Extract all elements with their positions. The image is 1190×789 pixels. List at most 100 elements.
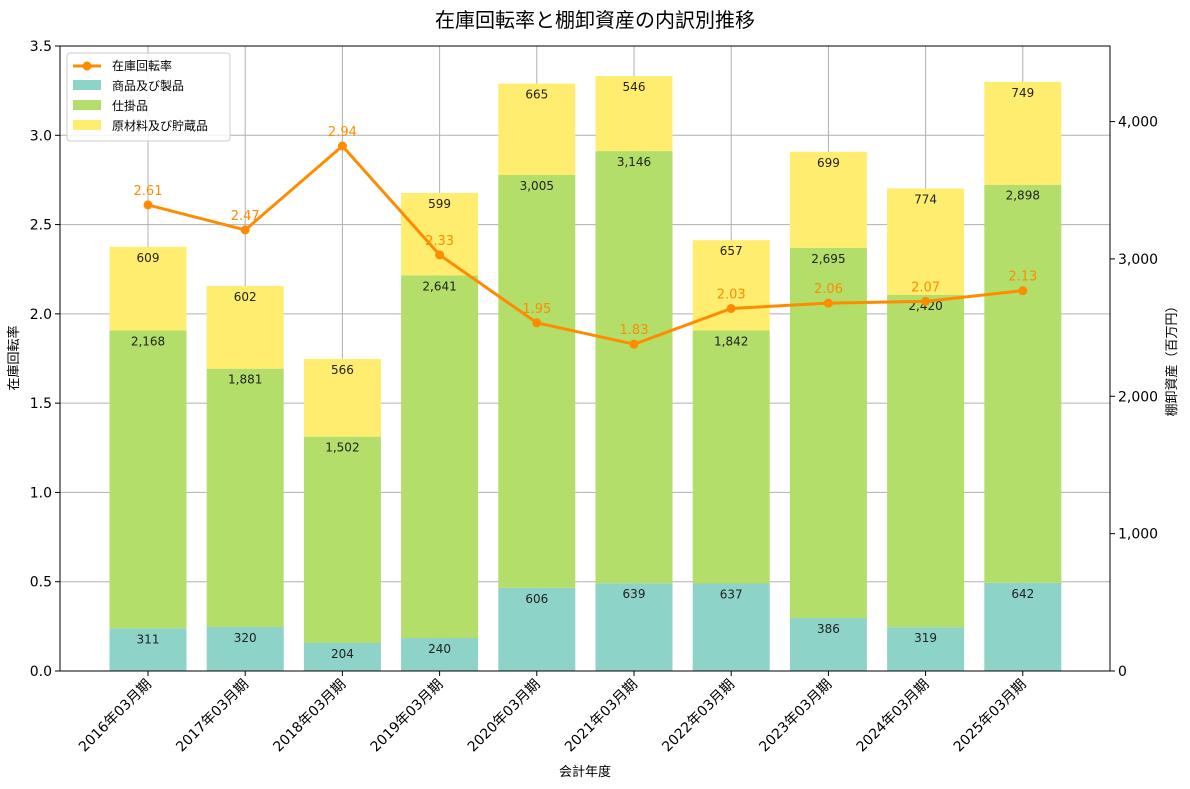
x-tick-label: 2024年03月期	[854, 677, 933, 756]
turnover-value-label: 2.94	[328, 125, 357, 140]
y-tick-label: 2.5	[30, 218, 52, 234]
x-tick-label: 2016年03月期	[76, 677, 155, 756]
bar-value-label: 3,005	[520, 179, 554, 193]
bar-segment	[887, 627, 965, 671]
bar-segment	[984, 81, 1062, 185]
y-axis-label: 在庫回転率	[6, 325, 22, 390]
x-tick-label: 2023年03月期	[756, 677, 835, 756]
turnover-point	[435, 250, 445, 260]
bar-value-label: 606	[525, 592, 548, 606]
turnover-line: 2.61 2.47 2.94 2.33 1.95 1.83 2.03 2.06 2.07 2.13	[134, 125, 1037, 349]
bar-value-label: 642	[1011, 587, 1034, 601]
bar-segment	[401, 192, 479, 276]
bar-value-label: 320	[234, 631, 257, 645]
bar-segment	[595, 151, 673, 584]
chart-title: 在庫回転率と棚卸資産の内訳別推移	[435, 8, 755, 32]
x-tick-label: 2017年03月期	[173, 677, 252, 756]
turnover-value-label: 2.13	[1008, 270, 1037, 285]
bar-segment	[595, 583, 673, 671]
legend-swatch-products	[73, 80, 101, 90]
bar-segment	[595, 76, 673, 152]
y2-tick-label: 2,000	[1118, 389, 1158, 405]
bar-value-label: 3,146	[617, 155, 651, 169]
bar-segment	[692, 583, 770, 671]
turnover-value-label: 1.95	[522, 302, 551, 317]
legend-label-line: 在庫回転率	[112, 58, 172, 73]
legend-label-products: 商品及び製品	[112, 78, 184, 93]
turnover-value-label: 2.33	[425, 234, 454, 249]
x-tick-label: 2025年03月期	[951, 677, 1030, 756]
turnover-value-label: 2.61	[134, 184, 163, 199]
y-tick-label: 0.5	[30, 575, 52, 591]
bar-value-label: 1,881	[228, 373, 262, 387]
y-tick-label: 3.0	[30, 128, 52, 144]
turnover-point	[726, 304, 736, 313]
bar-value-label: 386	[817, 622, 840, 636]
bar-value-label: 2,168	[131, 334, 165, 348]
y2-tick-label: 3,000	[1118, 252, 1158, 268]
bar-segment	[303, 358, 381, 437]
bar-segment	[692, 330, 770, 584]
turnover-point	[629, 339, 639, 349]
legend-swatch-materials	[73, 120, 101, 130]
bar-segment	[109, 330, 187, 629]
legend-line-marker	[82, 61, 92, 71]
bar-value-label: 566	[331, 363, 354, 377]
turnover-point	[240, 225, 250, 235]
y2-tick-label: 4,000	[1118, 115, 1158, 131]
bar-segment	[109, 628, 187, 671]
bar-segment	[401, 275, 479, 639]
bar-value-label: 665	[525, 88, 548, 102]
y2-tick-label: 1,000	[1118, 527, 1158, 543]
legend-label-wip: 仕掛品	[112, 98, 148, 113]
bar-value-label: 637	[720, 588, 743, 602]
y-tick-label: 0.0	[30, 664, 52, 680]
bar-value-label: 2,898	[1006, 189, 1040, 203]
bar-segment	[206, 285, 284, 369]
x-tick-label: 2021年03月期	[562, 677, 641, 756]
bar-value-label: 240	[428, 642, 451, 656]
y-tick-label: 3.5	[30, 39, 52, 55]
bar-segment	[498, 174, 576, 588]
bar-value-label: 311	[137, 632, 160, 646]
bar-value-label: 319	[914, 631, 937, 645]
bar-value-label: 774	[914, 192, 937, 206]
x-tick-label: 2019年03月期	[368, 677, 447, 756]
bar-segment	[401, 638, 479, 671]
bar-value-label: 749	[1011, 86, 1034, 100]
x-tick-label: 2022年03月期	[659, 677, 738, 756]
bar-segment	[789, 151, 867, 248]
bar-value-label: 1,502	[325, 441, 359, 455]
turnover-point	[337, 141, 347, 151]
bar-segment	[498, 83, 576, 175]
bar-value-label: 639	[623, 587, 646, 601]
turnover-value-label: 2.47	[231, 209, 260, 224]
y-tick-label: 2.0	[30, 307, 52, 323]
bars	[109, 76, 1062, 671]
turnover-point	[921, 296, 931, 306]
bar-segment	[984, 184, 1062, 583]
bar-value-label: 599	[428, 197, 451, 211]
turnover-value-label: 1.83	[620, 323, 649, 338]
bar-segment	[206, 368, 284, 628]
turnover-value-label: 2.06	[814, 282, 843, 297]
bar-segment	[887, 188, 965, 295]
bar-value-label: 609	[137, 251, 160, 265]
y2-axis-label: 棚卸資産（百万円）	[1164, 299, 1180, 416]
legend-swatch-wip	[73, 100, 101, 110]
bar-value-label: 2,641	[422, 279, 456, 293]
bar-value-label: 546	[623, 80, 646, 94]
y2-tick-label: 0	[1118, 664, 1127, 680]
bar-value-label: 699	[817, 156, 840, 170]
bar-segment	[789, 247, 867, 618]
turnover-point	[532, 318, 542, 328]
bar-segment	[692, 240, 770, 331]
y-tick-label: 1.0	[30, 485, 52, 501]
x-tick-label: 2018年03月期	[270, 677, 349, 756]
turnover-value-label: 2.03	[717, 288, 746, 303]
bar-value-label: 657	[720, 244, 743, 258]
turnover-point	[143, 200, 153, 210]
bar-segment	[109, 246, 187, 331]
bar-segment	[789, 617, 867, 671]
